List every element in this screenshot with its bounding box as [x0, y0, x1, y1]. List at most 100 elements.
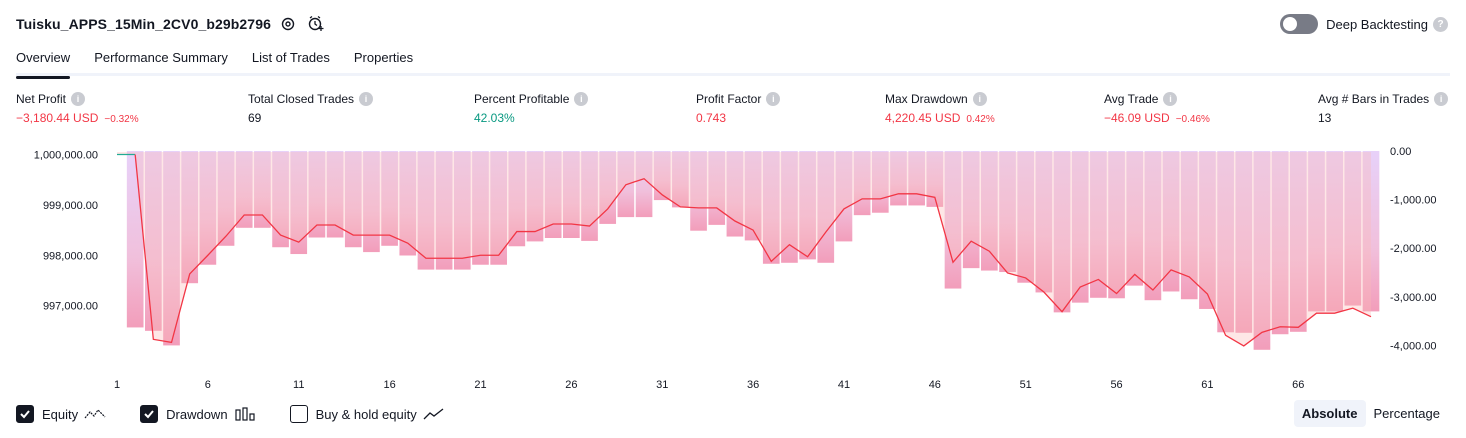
drawdown-bar: [1217, 151, 1234, 333]
settings-gear-icon[interactable]: [277, 13, 299, 35]
drawdown-bar: [726, 151, 744, 237]
x-tick-label: 21: [474, 379, 486, 391]
drawdown-bar: [526, 151, 544, 242]
metric-value: 13: [1318, 111, 1332, 125]
tab-list-of-trades[interactable]: List of Trades: [251, 50, 330, 65]
drawdown-bar: [326, 151, 344, 238]
drawdown-bar: [381, 151, 398, 246]
x-tick-label: 6: [205, 379, 211, 391]
drawdown-bar: [1090, 151, 1107, 298]
x-tick-label: 31: [656, 379, 668, 391]
drawdown-bar: [635, 151, 653, 218]
metric-percent: −0.32%: [104, 114, 139, 125]
drawdown-bar: [599, 151, 617, 224]
deep-backtesting-label: Deep Backtesting: [1326, 16, 1428, 32]
drawdown-bar: [181, 151, 199, 284]
info-icon[interactable]: i: [972, 92, 987, 106]
percentage-button[interactable]: Percentage: [1373, 406, 1441, 421]
drawdown-checkbox[interactable]: [140, 405, 159, 423]
legend-label: Drawdown: [166, 406, 228, 422]
info-icon[interactable]: i: [1163, 92, 1178, 106]
metric-profit-factor: Profit Factor i 0.743: [696, 92, 781, 125]
drawdown-bar: [435, 151, 453, 270]
chart-legend: Equity Drawdown Buy & hold equity: [16, 402, 479, 426]
x-tick-label: 66: [1292, 379, 1304, 391]
tab-overview[interactable]: Overview: [16, 46, 71, 79]
drawdown-bar: [690, 151, 707, 231]
metric-value: 69: [248, 111, 262, 125]
info-icon[interactable]: i: [1434, 92, 1449, 106]
drawdown-bar: [254, 151, 271, 228]
drawdown-bar: [1035, 151, 1053, 293]
metric-max-drawdown: Max Drawdown i 4,220.45 USD 0.42%: [885, 92, 995, 125]
metric-label: Percent Profitable: [474, 92, 570, 106]
drawdown-bar: [1235, 151, 1253, 333]
drawdown-bar: [962, 151, 980, 269]
metric-total-closed-trades: Total Closed Trades i 69: [248, 92, 374, 125]
drawdown-bar: [817, 151, 835, 263]
metric-value: −3,180.44 USD: [16, 111, 99, 125]
tab-properties[interactable]: Properties: [353, 50, 414, 65]
equity-checkbox[interactable]: [16, 405, 34, 423]
drawdown-bars-icon: [234, 407, 256, 421]
x-tick-label: 41: [838, 379, 850, 391]
y-right-tick-label: -2,000.00: [1390, 243, 1436, 255]
drawdown-bar: [890, 151, 907, 206]
metric-value: 4,220.45 USD: [885, 111, 961, 125]
drawdown-bar: [835, 151, 853, 242]
legend-label: Equity: [42, 406, 79, 422]
drawdown-bar: [999, 151, 1016, 273]
drawdown-bar: [508, 151, 526, 247]
x-tick-label: 26: [565, 379, 577, 391]
drawdown-bar: [762, 151, 780, 264]
x-tick-label: 36: [747, 379, 759, 391]
report-tabs: Overview Performance Summary List of Tra…: [16, 46, 1450, 79]
drawdown-bar: [453, 151, 471, 270]
legend-drawdown[interactable]: Drawdown: [140, 405, 255, 423]
drawdown-bar: [1199, 151, 1216, 309]
metric-label: Net Profit: [16, 92, 67, 106]
drawdown-bar: [217, 151, 235, 246]
help-icon[interactable]: ?: [1433, 16, 1448, 32]
legend-buy-hold[interactable]: Buy & hold equity: [289, 405, 445, 423]
drawdown-bar: [1126, 151, 1144, 286]
info-icon[interactable]: i: [766, 92, 781, 106]
drawdown-bar: [163, 151, 180, 346]
info-icon[interactable]: i: [71, 92, 86, 106]
legend-equity[interactable]: Equity: [16, 405, 106, 423]
info-icon[interactable]: i: [574, 92, 589, 106]
drawdown-bar: [1308, 151, 1325, 312]
drawdown-bar: [199, 151, 217, 265]
y-right-tick-label: 0.00: [1390, 146, 1411, 158]
equity-line: [134, 154, 1372, 347]
metric-percent-profitable: Percent Profitable i 42.03%: [474, 92, 589, 125]
drawdown-bar: [544, 151, 562, 239]
drawdown-bar: [926, 151, 944, 207]
metric-value: 42.03%: [474, 111, 515, 125]
equity-drawdown-chart[interactable]: 1,000,000.00 999,000.00 998,000.00 997,000.…: [0, 138, 1466, 396]
drawdown-bar: [399, 151, 417, 256]
absolute-button[interactable]: Absolute: [1293, 400, 1366, 427]
drawdown-bar: [563, 151, 580, 239]
drawdown-bar: [308, 151, 326, 238]
x-tick-label: 16: [383, 379, 395, 391]
y-right-tick-label: -1,000.00: [1390, 195, 1436, 207]
drawdown-bar: [1144, 151, 1162, 301]
drawdown-bar: [490, 151, 507, 265]
buy-hold-checkbox[interactable]: [289, 405, 308, 423]
add-alert-icon[interactable]: [305, 13, 327, 35]
y-left-tick-label: 1,000,000.00: [34, 150, 98, 162]
drawdown-bar: [417, 151, 435, 270]
x-tick-label: 46: [929, 379, 941, 391]
drawdown-bar: [944, 151, 962, 289]
tab-performance-summary[interactable]: Performance Summary: [94, 50, 228, 65]
metric-avg-trade: Avg Trade i −46.09 USD −0.46%: [1104, 92, 1210, 125]
metric-label: Avg # Bars in Trades: [1318, 92, 1430, 106]
metric-percent: 0.42%: [966, 114, 995, 125]
metrics-row: Net Profit i −3,180.44 USD −0.32% Total Cl…: [16, 92, 1450, 132]
deep-backtesting-toggle[interactable]: [1280, 14, 1319, 34]
drawdown-bar: [1053, 151, 1071, 313]
drawdown-bar: [799, 151, 816, 260]
info-icon[interactable]: i: [359, 92, 374, 106]
x-tick-label: 56: [1110, 379, 1122, 391]
